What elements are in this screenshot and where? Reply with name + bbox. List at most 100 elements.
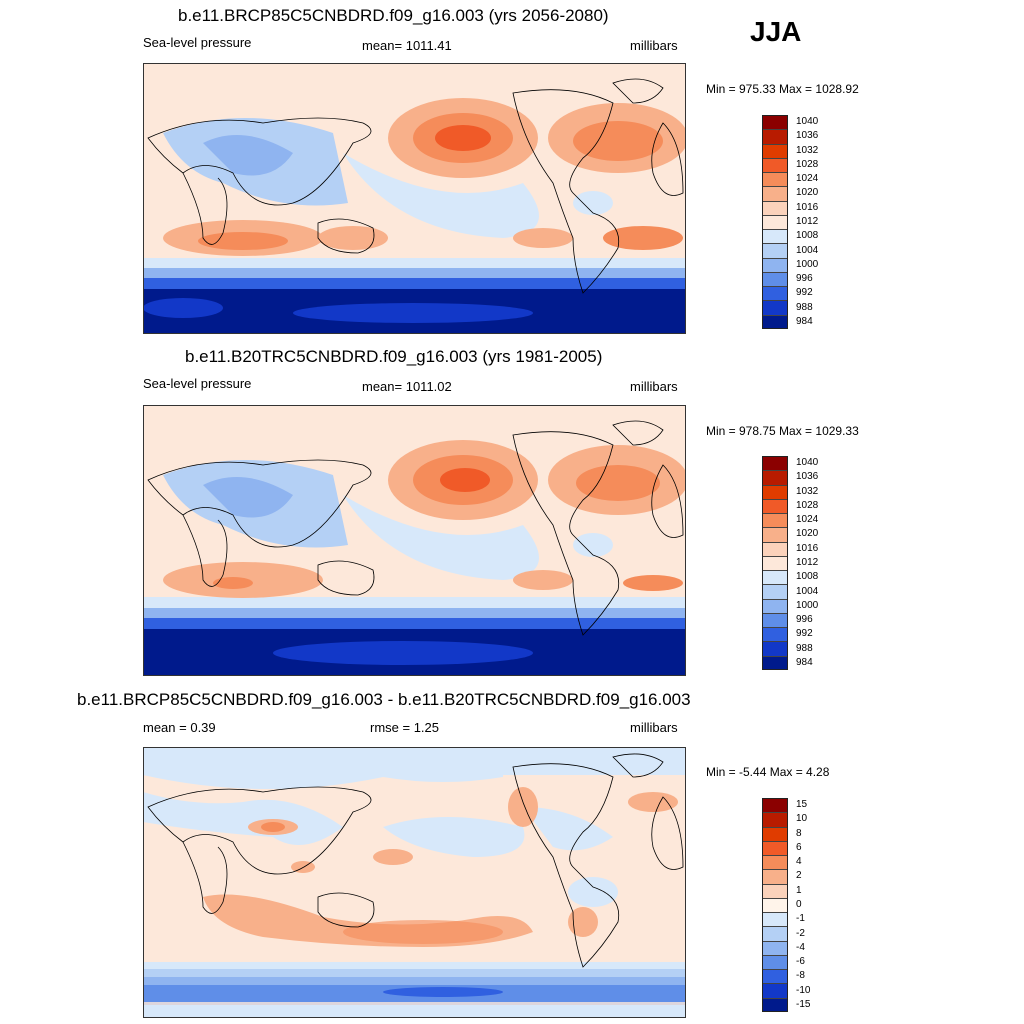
colorbar-tick-label: 1032: [796, 144, 819, 156]
panel1-colorbar: 1040 1036 1032 1028 1024 1020 1016 1012 1008 1004…: [762, 115, 818, 329]
colorbar-tick-label: 1004: [796, 244, 819, 256]
colorbar-tick-label: -8: [796, 970, 805, 982]
colorbar-swatch: [762, 983, 788, 998]
colorbar-swatch: [762, 812, 788, 827]
colorbar-swatch: [762, 598, 788, 613]
panel1-map: [143, 63, 686, 334]
colorbar-tick-label: 1008: [796, 571, 819, 583]
colorbar-swatch: [762, 641, 788, 656]
colorbar-tick-label: 1020: [796, 187, 819, 199]
colorbar-swatch: [762, 527, 788, 542]
panel1-mean-label: mean= 1011.41: [362, 38, 452, 53]
colorbar-swatch: [762, 229, 788, 244]
colorbar-frame: [762, 115, 788, 329]
colorbar-swatch: [762, 129, 788, 144]
colorbar-tick-label: 1024: [796, 173, 819, 185]
panel3-title: b.e11.BRCP85C5CNBDRD.f09_g16.003 - b.e11…: [77, 690, 691, 709]
panel1-title: b.e11.BRCP85C5CNBDRD.f09_g16.003 (yrs 20…: [178, 6, 609, 25]
colorbar-swatch: [762, 655, 788, 670]
colorbar-swatch: [762, 186, 788, 201]
colorbar-swatch: [762, 541, 788, 556]
colorbar-tick-label: 1004: [796, 585, 819, 597]
colorbar-tick-label: 1040: [796, 116, 819, 128]
colorbar-swatch: [762, 314, 788, 329]
colorbar-tick-label: 6: [796, 841, 802, 853]
colorbar-tick-label: 1036: [796, 471, 819, 483]
colorbar-tick-label: 996: [796, 273, 813, 285]
colorbar-tick-label: 1028: [796, 158, 819, 170]
panel2-map: [143, 405, 686, 676]
colorbar-swatch: [762, 969, 788, 984]
colorbar-swatch: [762, 954, 788, 970]
colorbar-swatch: [762, 627, 788, 642]
colorbar-tick-label: 992: [796, 287, 813, 299]
colorbar-swatch: [762, 840, 788, 856]
panel1-minmax-label: Min = 975.33 Max = 1028.92: [706, 82, 859, 96]
colorbar-tick-label: 1020: [796, 528, 819, 540]
colorbar-swatch: [762, 300, 788, 315]
colorbar-swatch: [762, 470, 788, 485]
colorbar-tick-label: 1016: [796, 201, 819, 213]
colorbar-swatch: [762, 926, 788, 941]
colorbar-tick-label: 1016: [796, 542, 819, 554]
colorbar-tick-label: 1028: [796, 499, 819, 511]
colorbar-frame: [762, 456, 788, 670]
colorbar-swatch: [762, 157, 788, 173]
colorbar-swatch: [762, 143, 788, 158]
season-label: JJA: [750, 16, 802, 47]
colorbar-swatch: [762, 997, 788, 1012]
colorbar-swatch: [762, 214, 788, 230]
panel2-map-svg: [143, 405, 686, 676]
panel2-variable-label: Sea-level pressure: [143, 376, 252, 391]
colorbar-tick-label: -2: [796, 927, 805, 939]
colorbar-swatch: [762, 172, 788, 187]
colorbar-swatch: [762, 570, 788, 585]
panel1-variable-label: Sea-level pressure: [143, 35, 252, 50]
colorbar-swatch: [762, 257, 788, 272]
colorbar-tick-label: 988: [796, 301, 813, 313]
colorbar-tick-label: 1032: [796, 485, 819, 497]
colorbar-tick-label: 984: [796, 656, 813, 668]
colorbar-frame: [762, 798, 788, 1012]
colorbar-tick-label: 984: [796, 315, 813, 327]
colorbar-tick-label: 4: [796, 856, 802, 868]
panel2-mean-label: mean= 1011.02: [362, 379, 452, 394]
colorbar-swatch: [762, 855, 788, 870]
colorbar-tick-label: 15: [796, 799, 808, 811]
colorbar-swatch: [762, 897, 788, 913]
colorbar-swatch: [762, 484, 788, 499]
panel3-map-svg: [143, 747, 686, 1018]
colorbar-tick-label: 1024: [796, 514, 819, 526]
colorbar-tick-label: 1008: [796, 230, 819, 242]
colorbar-swatch: [762, 286, 788, 301]
colorbar-tick-label: 1012: [796, 216, 819, 227]
colorbar-swatch: [762, 883, 788, 898]
colorbar-tick-label: -4: [796, 941, 805, 953]
colorbar-tick-label: 2: [796, 870, 802, 882]
panel2-colorbar: 1040 1036 1032 1028 1024 1020 1016 1012 1008 1004…: [762, 456, 818, 670]
colorbar-tick-label: 1: [796, 884, 802, 896]
colorbar-swatch: [762, 498, 788, 514]
colorbar-tick-label: -6: [796, 956, 805, 968]
panel3-minmax-label: Min = -5.44 Max = 4.28: [706, 765, 830, 779]
colorbar-tick-label: 8: [796, 827, 802, 839]
colorbar-tick-label: -15: [796, 998, 811, 1010]
colorbar-swatch: [762, 271, 788, 287]
colorbar-tick-label: 1012: [796, 557, 819, 568]
panel2-units-label: millibars: [630, 379, 678, 394]
panel3-colorbar: 15 10 8 6 4 2 1 0 -1 -2 -4 -6 -8 -10 -15: [762, 798, 810, 1012]
panel3-units-label: millibars: [630, 720, 678, 735]
colorbar-tick-label: 1040: [796, 457, 819, 469]
colorbar-swatch: [762, 826, 788, 841]
panel3-rmse-label: rmse = 1.25: [370, 720, 440, 735]
colorbar-tick-label: 10: [796, 813, 808, 825]
colorbar-tick-label: 0: [796, 899, 802, 910]
colorbar-swatch: [762, 940, 788, 955]
colorbar-swatch: [762, 513, 788, 528]
colorbar-tick-label: 992: [796, 628, 813, 640]
panel3-map: [143, 747, 686, 1018]
colorbar-tick-label: 1036: [796, 130, 819, 142]
colorbar-tick-label: 1000: [796, 599, 819, 611]
colorbar-swatch: [762, 612, 788, 628]
colorbar-swatch: [762, 243, 788, 258]
